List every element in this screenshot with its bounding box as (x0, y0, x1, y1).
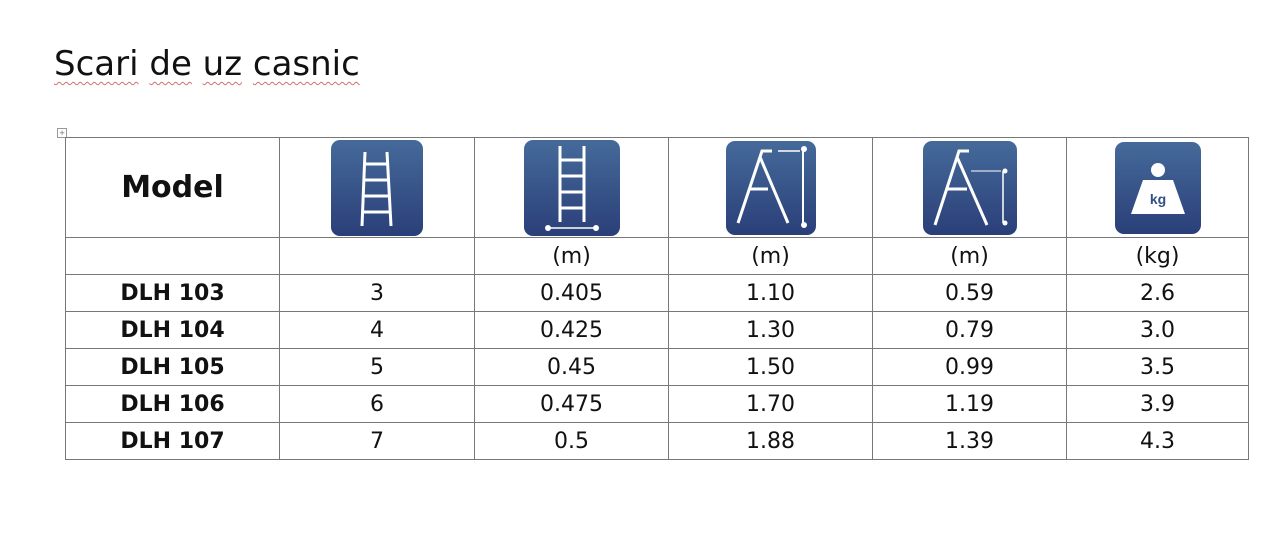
unit-cell: (m) (474, 237, 669, 275)
unit-cell (279, 237, 475, 275)
value-cell: 0.59 (872, 274, 1067, 312)
table-row: DLH 106 6 0.475 1.70 1.19 3.9 (65, 385, 1249, 423)
table-row: DLH 105 5 0.45 1.50 0.99 3.5 (65, 348, 1249, 386)
value-cell: 7 (279, 422, 475, 460)
stepladder-height-icon (668, 137, 873, 238)
value-cell: 6 (279, 385, 475, 423)
kg-label: kg (1149, 191, 1165, 207)
model-cell: DLH 105 (65, 348, 280, 386)
units-row: (m) (m) (m) (kg) (65, 237, 1249, 275)
model-header: Model (65, 137, 280, 238)
value-cell: 1.10 (668, 274, 873, 312)
value-cell: 0.45 (474, 348, 669, 386)
value-cell: 5 (279, 348, 475, 386)
value-cell: 0.79 (872, 311, 1067, 349)
product-table: Model kg (m) (m) (m) (kg) DLH 103 3 0.405 1… (65, 137, 1249, 460)
model-cell: DLH 107 (65, 422, 280, 460)
value-cell: 1.19 (872, 385, 1067, 423)
title-word: uz (202, 44, 243, 84)
title-word: casnic (252, 44, 360, 84)
header-row: Model kg (65, 137, 1249, 238)
value-cell: 0.425 (474, 311, 669, 349)
weight-kg-icon: kg (1066, 137, 1249, 238)
value-cell: 1.50 (668, 348, 873, 386)
model-cell: DLH 106 (65, 385, 280, 423)
value-cell: 1.30 (668, 311, 873, 349)
unit-cell: (m) (872, 237, 1067, 275)
value-cell: 3.5 (1066, 348, 1249, 386)
value-cell: 4 (279, 311, 475, 349)
table-row: DLH 104 4 0.425 1.30 0.79 3.0 (65, 311, 1249, 349)
value-cell: 2.6 (1066, 274, 1249, 312)
model-cell: DLH 104 (65, 311, 280, 349)
ladder-width-icon (474, 137, 669, 238)
unit-cell (65, 237, 280, 275)
value-cell: 0.405 (474, 274, 669, 312)
value-cell: 3.9 (1066, 385, 1249, 423)
unit-cell: (kg) (1066, 237, 1249, 275)
unit-cell: (m) (668, 237, 873, 275)
table-row: DLH 103 3 0.405 1.10 0.59 2.6 (65, 274, 1249, 312)
title-word: Scari (54, 44, 139, 84)
document-title: Scari de uz casnic (54, 44, 360, 84)
value-cell: 0.99 (872, 348, 1067, 386)
value-cell: 4.3 (1066, 422, 1249, 460)
value-cell: 3 (279, 274, 475, 312)
ladder-steps-icon (279, 137, 475, 238)
value-cell: 0.5 (474, 422, 669, 460)
title-word: de (149, 44, 192, 84)
value-cell: 1.70 (668, 385, 873, 423)
value-cell: 3.0 (1066, 311, 1249, 349)
table-row: DLH 107 7 0.5 1.88 1.39 4.3 (65, 422, 1249, 460)
value-cell: 1.39 (872, 422, 1067, 460)
model-cell: DLH 103 (65, 274, 280, 312)
value-cell: 1.88 (668, 422, 873, 460)
value-cell: 0.475 (474, 385, 669, 423)
stepladder-platform-height-icon (872, 137, 1067, 238)
table-move-handle[interactable]: + (57, 128, 67, 138)
